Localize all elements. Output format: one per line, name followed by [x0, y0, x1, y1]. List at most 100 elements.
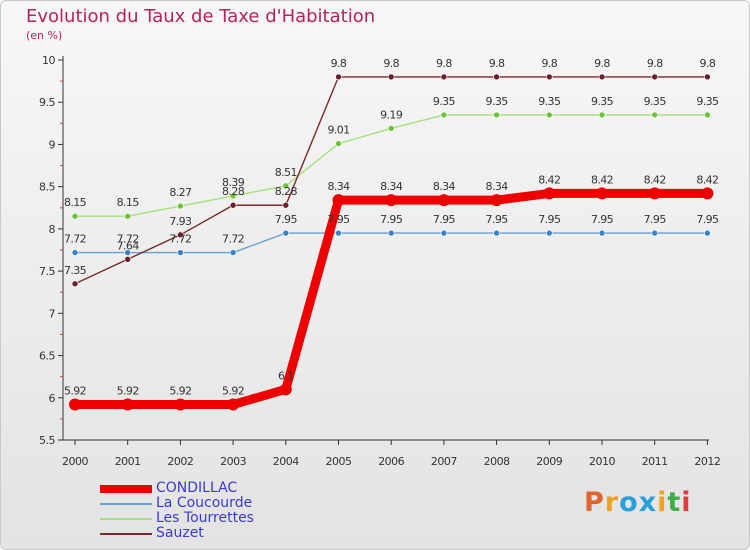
data-label: 8.34	[433, 180, 456, 193]
data-point	[437, 194, 450, 207]
data-label: 9.8	[541, 57, 557, 70]
data-label: 8.42	[696, 173, 718, 186]
legend-label: Sauzet	[156, 525, 204, 541]
data-point	[229, 201, 237, 209]
legend-swatch	[100, 518, 152, 520]
data-label: 9.35	[538, 95, 561, 108]
data-label: 7.95	[380, 213, 403, 226]
data-point	[387, 229, 395, 237]
x-tick-label: 2006	[378, 455, 404, 468]
proxiti-logo: Proxiti	[584, 487, 692, 518]
y-tick-label: 7	[49, 307, 56, 320]
x-tick-label: 2000	[62, 455, 88, 468]
data-label: 9.8	[594, 57, 610, 70]
data-label: 9.35	[591, 95, 614, 108]
data-label: 7.93	[169, 215, 192, 228]
data-point	[279, 383, 292, 396]
x-tick-label: 2011	[642, 455, 668, 468]
data-point	[385, 194, 398, 207]
data-label: 9.8	[331, 57, 347, 70]
data-point	[177, 231, 184, 239]
legend-swatch	[100, 485, 152, 493]
y-tick-label: 8.5	[39, 181, 55, 194]
data-point	[387, 73, 395, 81]
data-point	[493, 111, 500, 119]
data-label: 8.42	[538, 173, 560, 186]
x-tick-label: 2005	[326, 455, 352, 468]
y-tick-label: 6.5	[39, 350, 55, 363]
legend-label: La Coucourde	[156, 495, 253, 511]
legend-label: Les Tourrettes	[156, 510, 254, 526]
y-tick-label: 9.5	[39, 96, 55, 109]
data-point	[651, 111, 659, 119]
data-label: 9.35	[644, 95, 667, 108]
data-point	[71, 249, 79, 256]
data-point	[282, 229, 290, 237]
x-tick-label: 2001	[115, 455, 141, 468]
legend-swatch	[100, 533, 152, 535]
data-point	[701, 187, 714, 200]
data-point	[651, 229, 659, 237]
data-point	[440, 111, 448, 119]
legend-swatch	[100, 503, 152, 505]
data-point	[651, 73, 659, 81]
data-label: 8.28	[275, 185, 298, 198]
data-label: 7.95	[327, 213, 350, 226]
data-point	[545, 111, 553, 119]
data-label: 7.95	[644, 213, 667, 226]
x-tick-label: 2007	[431, 455, 457, 468]
data-point	[545, 229, 553, 237]
data-label: 9.8	[647, 57, 663, 70]
data-label: 7.64	[117, 239, 140, 252]
data-point	[124, 212, 131, 220]
data-label: 7.95	[696, 213, 719, 226]
data-label: 7.95	[591, 213, 614, 226]
data-label: 5.92	[64, 385, 86, 398]
data-point	[177, 202, 184, 210]
data-point	[177, 249, 184, 256]
y-tick-label: 7.5	[39, 265, 55, 278]
data-point	[704, 229, 711, 237]
data-point	[493, 73, 500, 81]
y-tick-label: 10	[42, 54, 55, 67]
data-point	[704, 111, 711, 119]
data-label: 8.15	[64, 196, 87, 209]
x-tick-label: 2012	[694, 455, 720, 468]
x-tick-label: 2002	[167, 455, 193, 468]
data-point	[648, 187, 661, 200]
data-point	[387, 125, 395, 132]
data-point	[332, 194, 345, 207]
data-point	[282, 201, 290, 209]
data-point	[543, 187, 556, 200]
y-tick-label: 5.5	[39, 434, 55, 447]
x-tick-label: 2008	[484, 455, 510, 468]
data-point	[335, 73, 342, 81]
data-label: 7.95	[275, 213, 298, 226]
chart-unit: (en %)	[26, 29, 63, 42]
data-label: 8.34	[380, 180, 403, 193]
data-label: 7.72	[64, 233, 86, 246]
data-point	[124, 249, 131, 256]
data-point	[124, 255, 131, 263]
data-point	[598, 229, 606, 237]
data-label: 7.95	[486, 213, 509, 226]
data-point	[545, 73, 553, 81]
data-point	[71, 212, 79, 220]
data-point	[596, 187, 608, 200]
data-label: 9.19	[380, 108, 403, 121]
data-point	[69, 398, 81, 411]
data-label: 5.92	[222, 385, 244, 398]
data-point	[71, 280, 79, 288]
y-tick-label: 9	[49, 138, 56, 151]
data-point	[490, 194, 503, 207]
data-label: 9.01	[327, 124, 349, 137]
data-point	[335, 140, 342, 147]
data-point	[598, 73, 606, 81]
data-label: 6.1	[278, 369, 294, 382]
data-label: 8.42	[591, 173, 613, 186]
x-tick-label: 2009	[536, 455, 562, 468]
x-tick-label: 2004	[273, 455, 299, 468]
chart-title: Evolution du Taux de Taxe d'Habitation	[26, 6, 376, 27]
